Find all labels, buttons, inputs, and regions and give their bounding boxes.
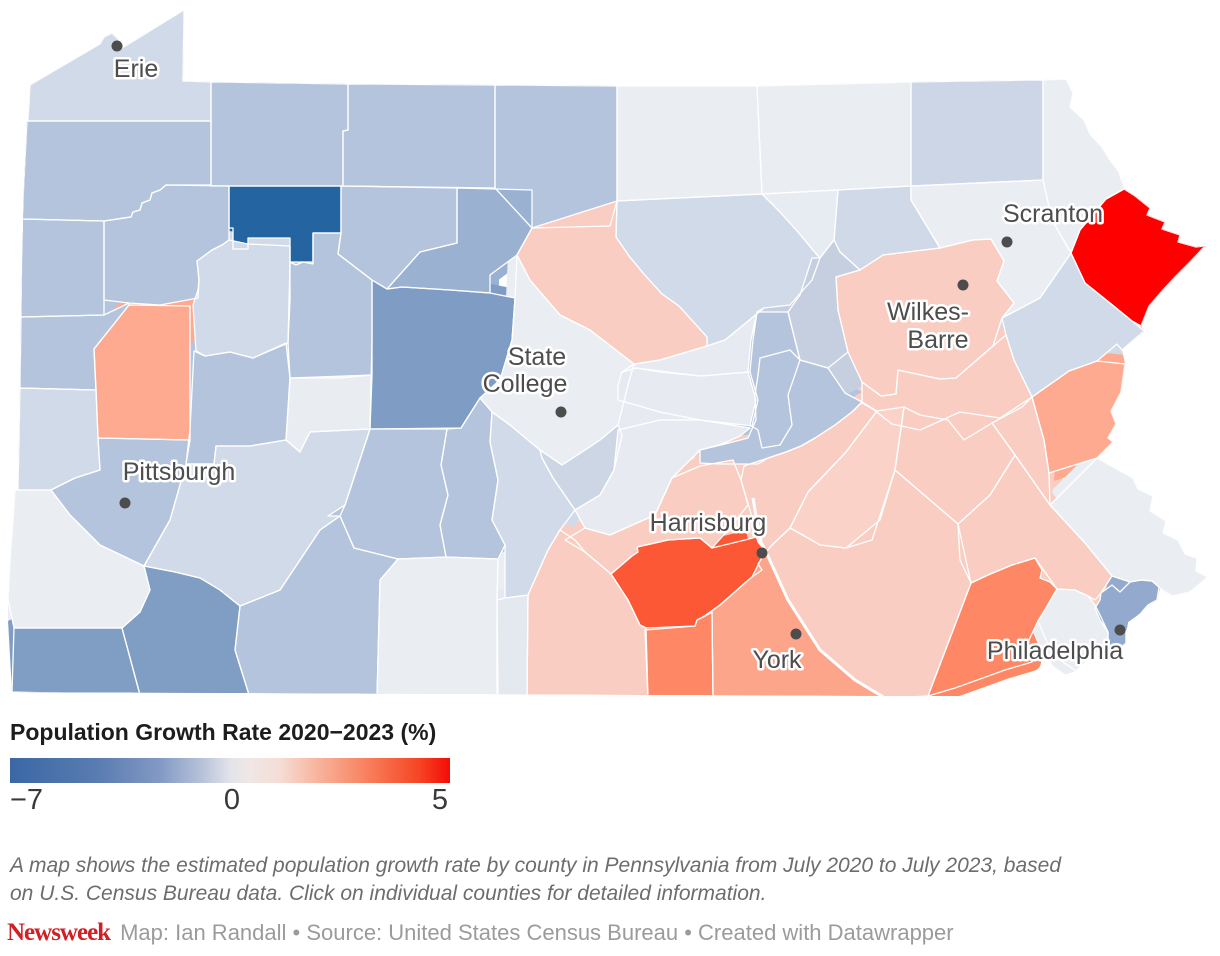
svg-text:College: College — [483, 370, 568, 398]
svg-text:Philadelphia: Philadelphia — [987, 637, 1123, 665]
svg-text:Pittsburgh: Pittsburgh — [123, 458, 236, 486]
svg-text:York: York — [752, 646, 802, 674]
svg-text:Harrisburg: Harrisburg — [650, 509, 767, 537]
svg-text:Scranton: Scranton — [1003, 200, 1103, 228]
svg-text:Barre: Barre — [907, 326, 968, 354]
svg-text:Erie: Erie — [114, 55, 158, 83]
svg-text:Wilkes-: Wilkes- — [887, 298, 969, 326]
svg-text:State: State — [508, 343, 566, 371]
